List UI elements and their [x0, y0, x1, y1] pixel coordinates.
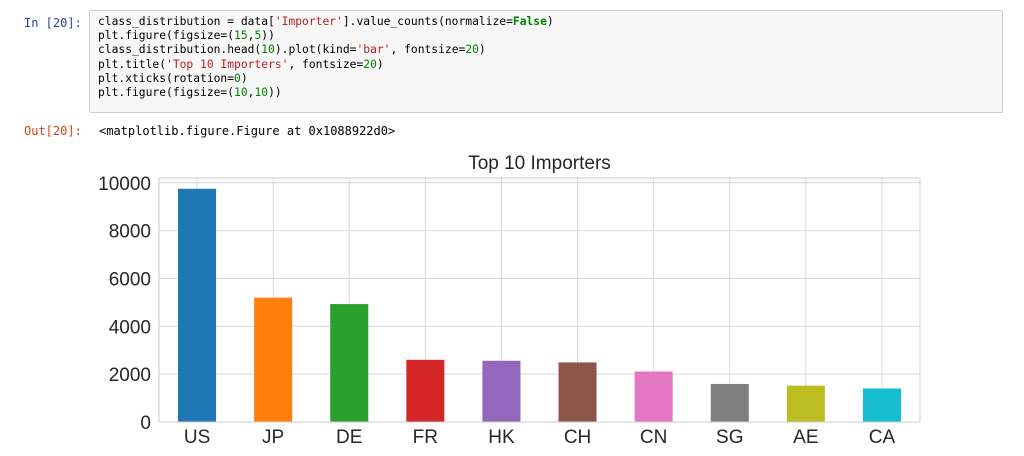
bar-hk — [482, 360, 521, 422]
code-token: plt.figure(figsize=( — [98, 29, 235, 43]
code-token: 'Importer' — [274, 15, 343, 28]
chart-title: Top 10 Importers — [468, 153, 611, 174]
x-tick-label: JP — [262, 427, 284, 448]
code-token: 0 — [234, 71, 241, 85]
y-tick-label: 0 — [140, 413, 151, 434]
code-token: ].value_counts(normalize= — [342, 15, 513, 28]
x-tick-label: CA — [869, 427, 896, 448]
x-tick-label: AE — [793, 427, 818, 448]
y-tick-label: 2000 — [109, 365, 151, 386]
bar-cn — [634, 371, 673, 422]
code-token: 15 — [234, 29, 248, 43]
input-prompt: In [20]: — [24, 16, 82, 30]
code-line: class_distribution = data['Importer'].va… — [98, 15, 994, 29]
y-tick-label: 6000 — [109, 269, 151, 290]
x-tick-label: US — [184, 427, 210, 448]
code-line: plt.title('Top 10 Importers', fontsize=2… — [98, 58, 994, 72]
code-token: )) — [268, 86, 282, 100]
code-line: class_distribution.head(10).plot(kind='b… — [98, 43, 994, 57]
bar-sg — [710, 383, 749, 422]
plot-frame — [158, 177, 921, 423]
bar-ch — [558, 362, 597, 422]
code-token: 20 — [465, 43, 479, 57]
bar-chart: 0 2000 4000 6000 8000 10000 US JP DE FR HK CH CN SG AE… — [98, 153, 921, 448]
bar-jp — [254, 297, 293, 422]
x-tick-label: DE — [336, 427, 362, 448]
code-token: ) — [478, 43, 486, 57]
bar-us — [178, 188, 217, 422]
code-line: plt.figure(figsize=(10,10)) — [98, 86, 994, 100]
code-token: ) — [376, 57, 384, 71]
y-tick-label: 4000 — [109, 317, 151, 338]
code-token: )) — [261, 29, 275, 43]
bar-fr — [406, 359, 445, 422]
code-token: , fontsize= — [288, 57, 364, 71]
code-token: False — [512, 15, 547, 28]
x-tick-label: CN — [640, 427, 667, 448]
x-tick-label: FR — [413, 427, 438, 448]
code-token: ) — [240, 71, 248, 85]
x-tick-label: HK — [488, 427, 515, 448]
code-token: 10 — [254, 86, 269, 100]
output-prompt: Out[20]: — [24, 124, 82, 138]
code-token: , fontsize= — [390, 43, 466, 57]
code-token: 10 — [234, 86, 248, 100]
code-line: plt.figure(figsize=(15,5)) — [98, 29, 994, 43]
bar-ae — [786, 385, 825, 422]
y-tick-label: 10000 — [98, 174, 151, 195]
code-token: 5 — [254, 29, 262, 43]
x-tick-label: SG — [716, 427, 743, 448]
code-token: , — [247, 86, 255, 100]
y-tick-label: 8000 — [109, 222, 151, 243]
code-token: 10 — [261, 43, 275, 57]
code-token: , — [247, 29, 255, 43]
code-token: ) — [546, 15, 554, 28]
code-token: plt.title( — [98, 57, 167, 71]
code-token: 'Top 10 Importers' — [166, 57, 289, 71]
code-token: plt.figure(figsize=( — [98, 86, 235, 100]
code-token: 20 — [363, 57, 377, 71]
output-text: <matplotlib.figure.Figure at 0x1088922d0… — [99, 124, 396, 138]
code-line: plt.xticks(rotation=0) — [98, 72, 994, 86]
code-cell-input[interactable]: class_distribution = data['Importer'].va… — [89, 10, 1003, 113]
code-token: class_distribution.head( — [98, 43, 262, 57]
code-token: ).plot(kind= — [274, 43, 357, 57]
code-token: class_distribution = data[ — [98, 15, 275, 28]
bar-de — [330, 304, 369, 422]
code-token: 'bar' — [356, 43, 391, 57]
x-tick-label: CH — [564, 427, 591, 448]
bar-ca — [862, 388, 901, 422]
code-token: plt.xticks(rotation= — [98, 71, 235, 85]
